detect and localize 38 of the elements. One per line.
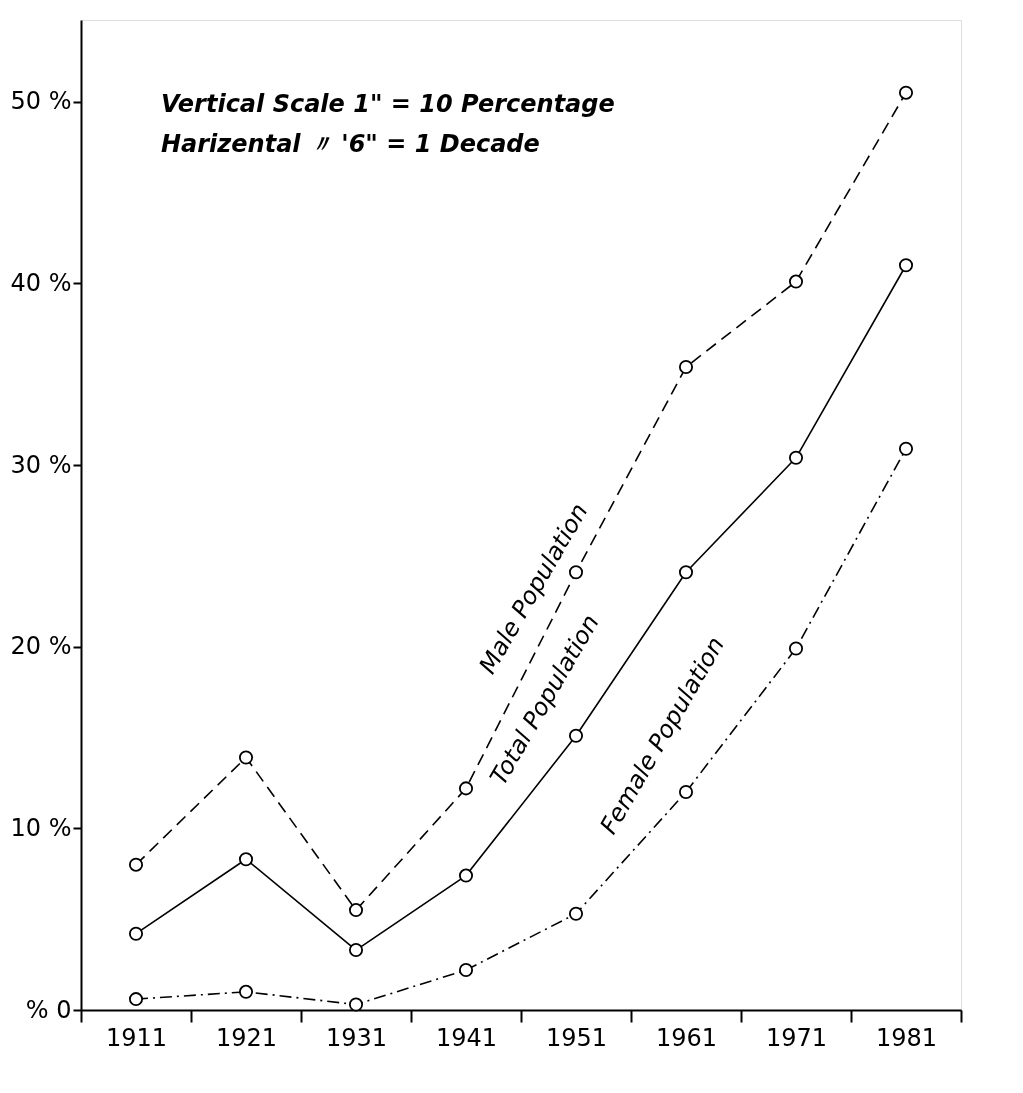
annotation: Harizental 〃 '6" = 1 Decade bbox=[161, 130, 540, 158]
x-tick-label: 1981 bbox=[875, 1023, 938, 1052]
point bbox=[128, 926, 144, 941]
point bbox=[678, 565, 694, 580]
y-tick-label: % 0 bbox=[25, 995, 72, 1024]
point bbox=[788, 450, 804, 465]
point bbox=[348, 943, 364, 958]
x-tick-label: 1951 bbox=[545, 1023, 608, 1052]
x-tick-label: 1971 bbox=[765, 1023, 828, 1052]
point bbox=[898, 85, 914, 100]
y-tick-label: 40 % bbox=[10, 268, 72, 297]
point bbox=[898, 258, 914, 273]
point bbox=[898, 441, 914, 456]
point bbox=[788, 641, 804, 656]
point bbox=[678, 785, 694, 800]
y-tick-label: 20 % bbox=[10, 632, 72, 661]
point bbox=[238, 984, 254, 999]
x-tick-label: 1921 bbox=[215, 1023, 278, 1052]
point bbox=[128, 857, 144, 872]
point bbox=[678, 359, 694, 374]
point bbox=[458, 781, 474, 796]
x-tick-label: 1931 bbox=[325, 1023, 388, 1052]
y-tick-label: 30 % bbox=[10, 450, 72, 479]
annotation: Vertical Scale 1" = 10 Percentage bbox=[161, 90, 615, 118]
y-tick-label: 10 % bbox=[10, 813, 72, 842]
point bbox=[238, 750, 254, 765]
point bbox=[458, 963, 474, 978]
y-tick-label: 50 % bbox=[10, 87, 72, 116]
point bbox=[238, 852, 254, 867]
point bbox=[348, 997, 364, 1012]
point bbox=[568, 906, 584, 921]
point bbox=[788, 274, 804, 289]
x-tick-label: 1961 bbox=[655, 1023, 718, 1052]
x-tick-label: 1911 bbox=[105, 1023, 168, 1052]
x-tick-label: 1941 bbox=[435, 1023, 498, 1052]
point bbox=[348, 903, 364, 918]
point bbox=[128, 992, 144, 1007]
point bbox=[458, 868, 474, 883]
